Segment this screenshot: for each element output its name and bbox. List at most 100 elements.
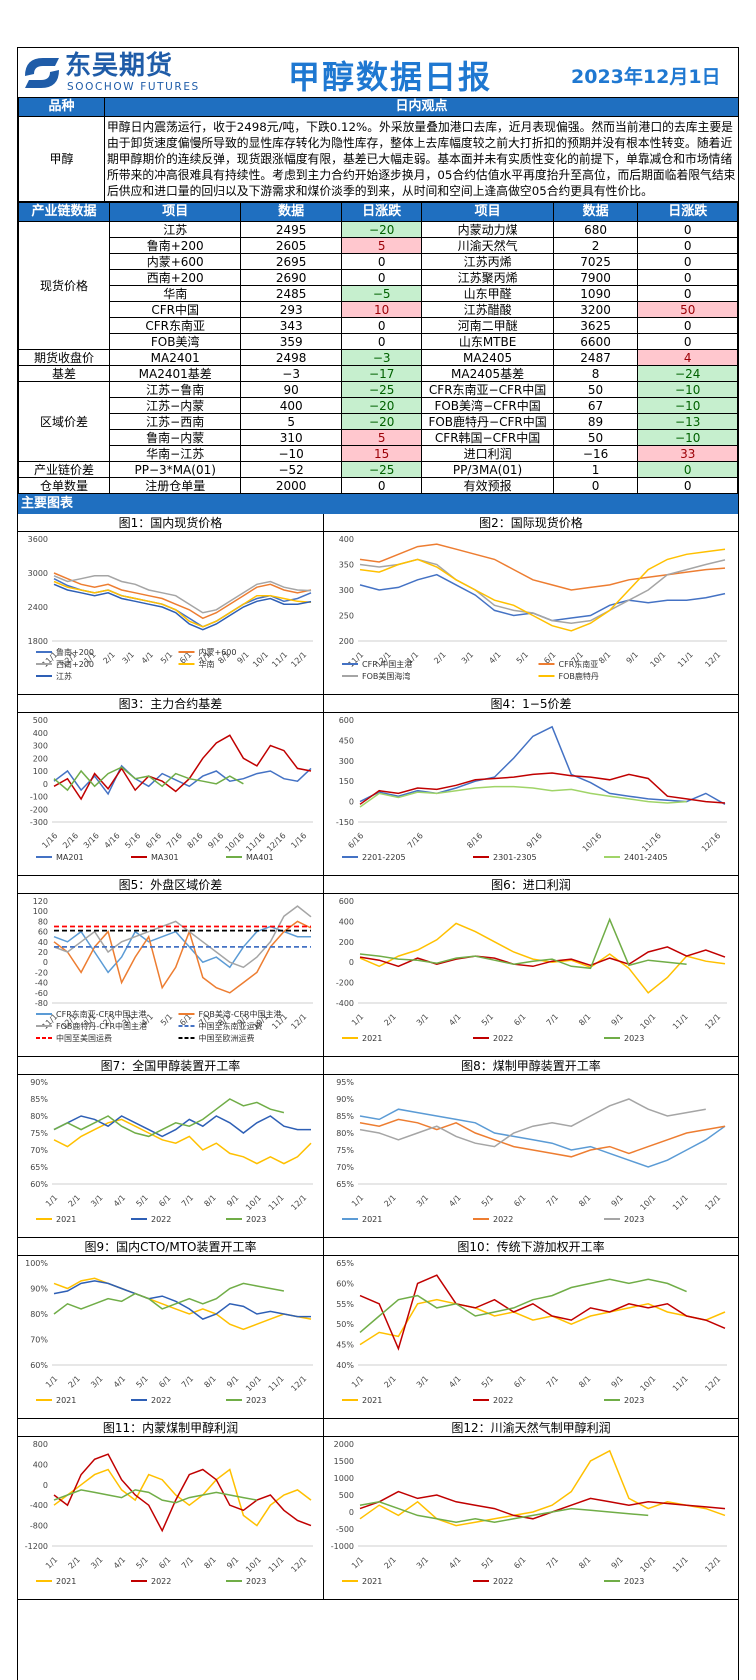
table-header-cell: 日涨跌 — [637, 202, 738, 222]
legend-label: 鲁南+200 — [56, 647, 94, 657]
x-tick-label: 8/1 — [202, 1193, 217, 1208]
item-change: 0 — [637, 461, 738, 478]
x-tick-label: 12/1 — [289, 1555, 308, 1574]
y-tick-label: 65% — [30, 1163, 48, 1172]
x-tick-label: 5/1 — [134, 1374, 149, 1389]
table-header-cell: 日涨跌 — [340, 202, 423, 222]
x-tick-label: 4/1 — [447, 1374, 462, 1389]
y-tick-label: -300 — [30, 818, 48, 827]
x-tick-label: 5/1 — [480, 1374, 495, 1389]
y-tick-label: 400 — [339, 917, 354, 926]
series-line — [53, 575, 312, 614]
y-tick-label: 65% — [336, 1259, 354, 1268]
x-tick-label: 11/1 — [671, 1555, 690, 1574]
series-line — [359, 1274, 726, 1351]
y-tick-label: 80 — [38, 917, 48, 926]
series-line — [359, 1098, 706, 1148]
view-col-view-header: 日内观点 — [104, 97, 738, 117]
x-tick-label: 3/1 — [415, 1193, 430, 1208]
y-tick-label: 500 — [33, 716, 48, 725]
x-tick-label: 10/1 — [638, 1555, 657, 1574]
y-tick-label: -400 — [30, 1501, 48, 1510]
legend-label: 2023 — [624, 1034, 644, 1043]
y-tick-label: 60% — [30, 1361, 48, 1370]
chart-title: 图7：全国甲醇装置开工率 — [18, 1058, 323, 1075]
x-tick-label: 3/1 — [89, 1555, 104, 1570]
y-tick-label: -80 — [35, 999, 48, 1008]
x-tick-label: 4/1 — [447, 1012, 462, 1027]
table-row: 仓单数量 注册仓单量 2000 0 有效预报 0 0 — [18, 477, 738, 494]
item-name: MA2405基差 — [421, 365, 554, 382]
x-tick-label: 10/1 — [638, 1012, 657, 1031]
item-value: 2000 — [240, 477, 342, 494]
group-label: 区域价差 — [18, 381, 111, 462]
x-tick-label: 2/1 — [67, 1374, 82, 1389]
y-tick-label: -200 — [336, 979, 354, 988]
x-tick-label: 11/16 — [640, 831, 663, 854]
legend-label: MA301 — [151, 853, 179, 862]
group-label: 产业链价差 — [18, 461, 111, 478]
item-value: 2 — [552, 237, 639, 254]
item-value: 2695 — [240, 253, 342, 270]
series-line — [359, 922, 726, 994]
y-tick-label: 0 — [43, 1481, 48, 1490]
series-line — [359, 1278, 687, 1333]
legend-label: FOB鹿特丹-CFR中国主港 — [56, 1021, 147, 1031]
legend-label: 中国至美国运费 — [56, 1033, 112, 1043]
y-tick-label: 70% — [336, 1163, 354, 1172]
group-label: 现货价格 — [18, 221, 111, 350]
chart-8: 图8：煤制甲醇装置开工率 95% 90% 85% 80% 75% 70% 65% 1/1 2/1 3… — [324, 1057, 738, 1238]
x-tick-label: 7/1 — [545, 1555, 560, 1570]
y-tick-label: 150 — [339, 777, 354, 786]
item-change: −10 — [637, 381, 738, 398]
item-change: 0 — [637, 221, 738, 238]
x-tick-label: 5/1 — [515, 650, 530, 665]
table-row: 期货收盘价 MA2401 2498 −3 MA2405 2487 4 — [18, 349, 738, 366]
table-row: 西南+200 2690 0 江苏聚丙烯 7900 0 — [19, 269, 738, 286]
y-tick-label: -500 — [336, 1525, 354, 1534]
series-line — [359, 548, 726, 632]
legend-label: 华南 — [199, 659, 215, 669]
x-tick-label: 9/1 — [625, 650, 640, 665]
item-change: 0 — [637, 477, 738, 494]
x-tick-label: 10/1 — [638, 1374, 657, 1393]
x-tick-label: 1/1 — [350, 1193, 365, 1208]
x-tick-label: 8/1 — [577, 1012, 592, 1027]
series-line — [359, 1298, 726, 1346]
item-name: FOB美湾−CFR中国 — [421, 397, 554, 414]
x-tick-label: 10/1 — [244, 1555, 263, 1574]
x-tick-label: 1/1 — [44, 1374, 59, 1389]
x-tick-label: 3/1 — [89, 1374, 104, 1389]
item-change: −25 — [340, 461, 423, 478]
x-tick-label: 9/1 — [225, 1193, 240, 1208]
x-tick-label: 9/1 — [225, 1374, 240, 1389]
item-name: 进口利润 — [421, 445, 554, 462]
series-line — [53, 734, 312, 801]
legend-label: 2021 — [56, 1577, 76, 1586]
item-name: 西南+200 — [109, 269, 242, 286]
x-tick-label: 8/1 — [577, 1555, 592, 1570]
item-change: 10 — [340, 301, 423, 318]
x-tick-label: 5/1 — [159, 1012, 174, 1027]
item-change: −13 — [637, 413, 738, 430]
chart-svg: 600 400 200 0 -200 -400 1/1 2/1 3/1 4/1 5/1 6/1 7/1 8… — [336, 897, 727, 1043]
x-tick-label: 4/16 — [103, 831, 122, 850]
y-tick-label: 120 — [33, 897, 48, 906]
item-name: 江苏丙烯 — [421, 253, 554, 270]
legend-label: FOB美湾-CFR中国主港 — [199, 1009, 282, 1019]
item-value: −10 — [240, 445, 342, 462]
y-tick-label: -800 — [30, 1522, 48, 1531]
x-tick-label: 8/1 — [597, 650, 612, 665]
y-tick-label: 2400 — [28, 603, 48, 612]
item-change: 0 — [637, 317, 738, 334]
item-name: 山东甲醛 — [421, 285, 554, 302]
y-tick-label: 400 — [33, 1460, 48, 1469]
view-product-label: 甲醇 — [18, 116, 105, 202]
item-value: 3200 — [552, 301, 639, 318]
y-tick-label: 3000 — [28, 569, 48, 578]
x-tick-label: 10/1 — [648, 650, 667, 669]
series-line — [53, 764, 312, 796]
chart-title: 图10：传统下游加权开工率 — [324, 1239, 738, 1256]
